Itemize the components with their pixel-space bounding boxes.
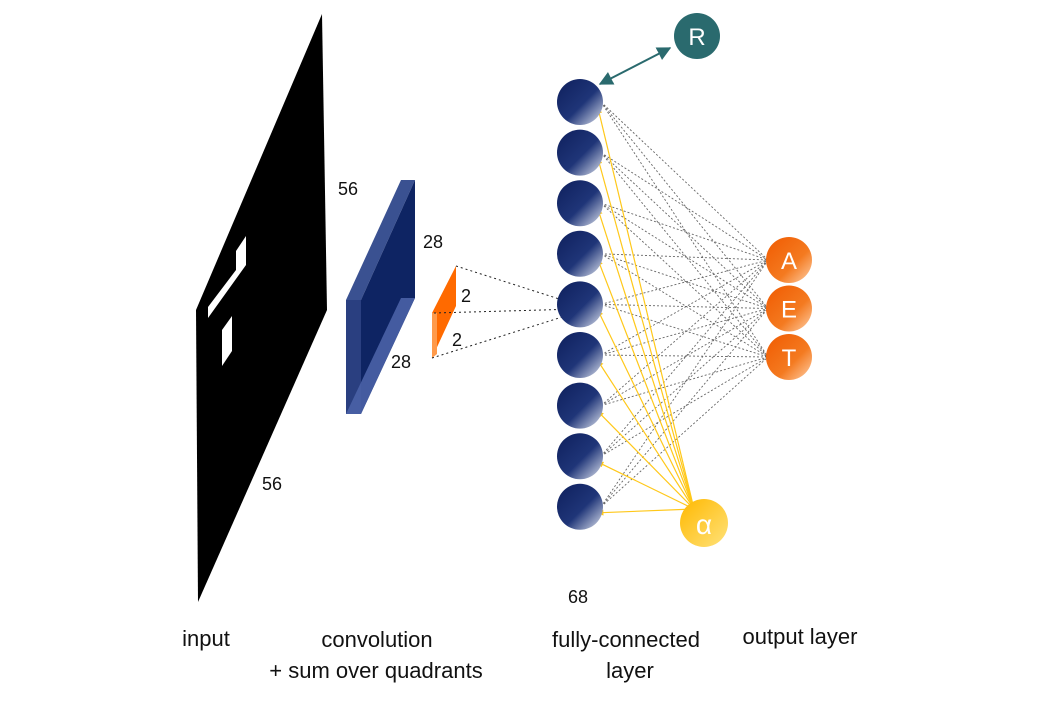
input-layer: 56 56 bbox=[196, 14, 358, 602]
reward-arrow bbox=[598, 47, 672, 85]
fc-output-edge bbox=[600, 259, 769, 457]
alpha-fc-edge bbox=[597, 259, 695, 510]
fc-node bbox=[557, 230, 603, 277]
input-letter-glyph bbox=[208, 236, 246, 318]
fc-output-edge bbox=[600, 259, 769, 508]
input-caption: input bbox=[182, 626, 230, 651]
output-node bbox=[766, 285, 812, 332]
fc-node bbox=[557, 382, 603, 429]
fc-output-edge bbox=[600, 356, 769, 508]
fc-node bbox=[557, 483, 603, 530]
fc-output-edge bbox=[600, 356, 769, 457]
pooled-slab-edge bbox=[432, 313, 437, 358]
fc-output-edge bbox=[600, 253, 769, 309]
fc-node bbox=[557, 281, 603, 328]
output-caption: output layer bbox=[743, 624, 858, 649]
alpha-node bbox=[680, 499, 728, 547]
fc-output-edge bbox=[600, 303, 769, 358]
input-height-label: 56 bbox=[262, 474, 282, 494]
fc-node bbox=[557, 433, 603, 480]
output-node bbox=[766, 237, 812, 283]
fc-output-edge bbox=[600, 202, 769, 309]
fc-output-edge bbox=[600, 356, 769, 407]
fc-output-edge bbox=[600, 259, 769, 406]
alpha-fc-edge bbox=[597, 411, 695, 510]
alpha-group: α bbox=[680, 499, 728, 547]
alpha-fc-edge bbox=[597, 508, 695, 516]
fc-output-edge bbox=[600, 308, 769, 457]
alpha-fc-edge bbox=[597, 461, 695, 510]
fc-node bbox=[557, 129, 603, 176]
output-nodes: AET bbox=[766, 237, 812, 380]
conv-slab-front bbox=[346, 300, 361, 414]
alpha-node-label: α bbox=[696, 509, 712, 540]
conv-slab-top bbox=[346, 180, 415, 300]
pooled-height-label: 2 bbox=[452, 330, 462, 350]
fc-node bbox=[557, 332, 603, 378]
projection-line-bottom bbox=[431, 311, 579, 359]
fc-output-edge bbox=[600, 308, 769, 406]
alpha-fc-edge bbox=[596, 107, 695, 510]
fully-connected-nodes bbox=[557, 79, 603, 530]
reward-node bbox=[674, 13, 720, 59]
projection-line-top bbox=[455, 265, 579, 306]
fc-count-label: 68 bbox=[568, 587, 588, 607]
output-node bbox=[766, 334, 812, 380]
fc-output-edge bbox=[600, 152, 769, 309]
pooled-slab bbox=[432, 266, 456, 358]
fc-output-edge bbox=[600, 202, 769, 358]
conv-height-label: 28 bbox=[391, 352, 411, 372]
input-slab bbox=[196, 14, 327, 602]
fc-output-edge bbox=[600, 259, 769, 305]
pooled-layer: 2 2 bbox=[431, 265, 579, 359]
output-node-label: T bbox=[782, 345, 797, 372]
fc-output-edge bbox=[600, 308, 769, 356]
alpha-fc-edge bbox=[596, 158, 695, 510]
pooled-width-label: 2 bbox=[461, 286, 471, 306]
fc-node bbox=[557, 79, 603, 125]
fc-node bbox=[557, 180, 603, 227]
alpha-fc-edge bbox=[597, 309, 695, 510]
reward-node-label: R bbox=[688, 24, 705, 51]
reward-group: R bbox=[598, 13, 720, 85]
fc-output-edge bbox=[600, 101, 769, 309]
fc-output-edge bbox=[600, 308, 769, 508]
convolution-layer: 28 28 bbox=[346, 180, 443, 414]
input-letter-stem bbox=[222, 316, 232, 366]
fc-to-output-connections bbox=[600, 101, 769, 508]
alpha-fc-edge bbox=[597, 360, 695, 510]
fc-output-edge bbox=[600, 101, 769, 261]
fc-output-edge bbox=[600, 152, 769, 261]
alpha-to-fc-connections bbox=[596, 107, 695, 516]
conv-caption-line2: + sum over quadrants bbox=[269, 658, 482, 683]
fc-caption-line2: layer bbox=[606, 658, 654, 683]
fc-output-edge bbox=[600, 202, 769, 261]
fc-output-edge bbox=[600, 101, 769, 358]
input-width-label: 56 bbox=[338, 179, 358, 199]
conv-width-label: 28 bbox=[423, 232, 443, 252]
projection-line-mid bbox=[433, 308, 579, 314]
conv-slab-edge bbox=[346, 298, 415, 414]
alpha-fc-edge bbox=[596, 208, 695, 510]
conv-caption-line1: convolution bbox=[321, 627, 432, 652]
output-node-label: A bbox=[781, 248, 797, 275]
output-node-label: E bbox=[781, 297, 797, 324]
fc-caption-line1: fully-connected bbox=[552, 627, 700, 652]
